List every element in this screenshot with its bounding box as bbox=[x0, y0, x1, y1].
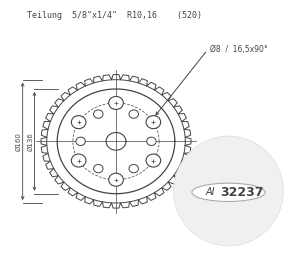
Ellipse shape bbox=[146, 154, 161, 167]
Ellipse shape bbox=[76, 137, 85, 146]
Ellipse shape bbox=[71, 116, 86, 129]
Text: Teilung  5/8"x1/4"  R10,16    (520): Teilung 5/8"x1/4" R10,16 (520) bbox=[27, 11, 202, 19]
Ellipse shape bbox=[129, 110, 138, 118]
Text: Ø160: Ø160 bbox=[16, 132, 22, 151]
Text: Ø136: Ø136 bbox=[28, 132, 34, 151]
Ellipse shape bbox=[109, 96, 123, 109]
Ellipse shape bbox=[147, 137, 156, 146]
Ellipse shape bbox=[94, 110, 103, 118]
Ellipse shape bbox=[94, 164, 103, 173]
Ellipse shape bbox=[192, 183, 265, 202]
Text: Ø8  /  16,5x90°: Ø8 / 16,5x90° bbox=[210, 45, 268, 54]
Text: AI: AI bbox=[206, 187, 215, 197]
Ellipse shape bbox=[71, 154, 86, 167]
Text: 32237: 32237 bbox=[220, 186, 264, 199]
Ellipse shape bbox=[129, 164, 138, 173]
Ellipse shape bbox=[146, 116, 161, 129]
Circle shape bbox=[173, 136, 283, 246]
Ellipse shape bbox=[109, 173, 123, 186]
